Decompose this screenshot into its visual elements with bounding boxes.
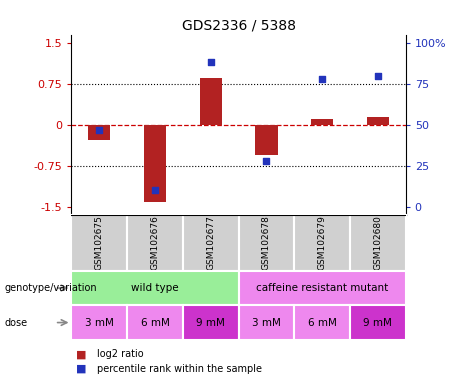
Text: 6 mM: 6 mM: [307, 318, 337, 328]
Point: [319, 76, 326, 82]
Text: GSM102680: GSM102680: [373, 215, 382, 270]
Bar: [366, 117, 389, 125]
Text: 9 mM: 9 mM: [363, 318, 392, 328]
Point: [95, 127, 103, 133]
Text: caffeine resistant mutant: caffeine resistant mutant: [256, 283, 388, 293]
Text: wild type: wild type: [131, 283, 179, 293]
Bar: [350, 215, 406, 271]
Bar: [71, 215, 127, 271]
Bar: [238, 305, 294, 340]
Point: [207, 60, 214, 66]
Text: 9 mM: 9 mM: [196, 318, 225, 328]
Bar: [238, 215, 294, 271]
Text: ■: ■: [76, 349, 87, 359]
Text: 3 mM: 3 mM: [252, 318, 281, 328]
Point: [374, 73, 382, 79]
Bar: [71, 305, 127, 340]
Bar: [255, 125, 278, 155]
Text: GSM102677: GSM102677: [206, 215, 215, 270]
Point: [151, 187, 159, 194]
Bar: [183, 215, 238, 271]
Bar: [127, 215, 183, 271]
Bar: [144, 125, 166, 202]
Text: GSM102678: GSM102678: [262, 215, 271, 270]
Text: 3 mM: 3 mM: [85, 318, 114, 328]
Text: GSM102676: GSM102676: [150, 215, 160, 270]
Bar: [200, 78, 222, 125]
Text: GSM102675: GSM102675: [95, 215, 104, 270]
Bar: [311, 119, 333, 125]
Bar: [350, 305, 406, 340]
Text: ■: ■: [76, 364, 87, 374]
Text: genotype/variation: genotype/variation: [5, 283, 97, 293]
Bar: [294, 305, 350, 340]
Bar: [88, 125, 111, 140]
Point: [263, 158, 270, 164]
Bar: [127, 305, 183, 340]
Text: dose: dose: [5, 318, 28, 328]
Bar: [183, 305, 238, 340]
Title: GDS2336 / 5388: GDS2336 / 5388: [182, 18, 296, 32]
Text: log2 ratio: log2 ratio: [97, 349, 143, 359]
Bar: [238, 271, 406, 305]
Bar: [294, 215, 350, 271]
Text: 6 mM: 6 mM: [141, 318, 170, 328]
Text: GSM102679: GSM102679: [318, 215, 327, 270]
Text: percentile rank within the sample: percentile rank within the sample: [97, 364, 262, 374]
Bar: [71, 271, 239, 305]
